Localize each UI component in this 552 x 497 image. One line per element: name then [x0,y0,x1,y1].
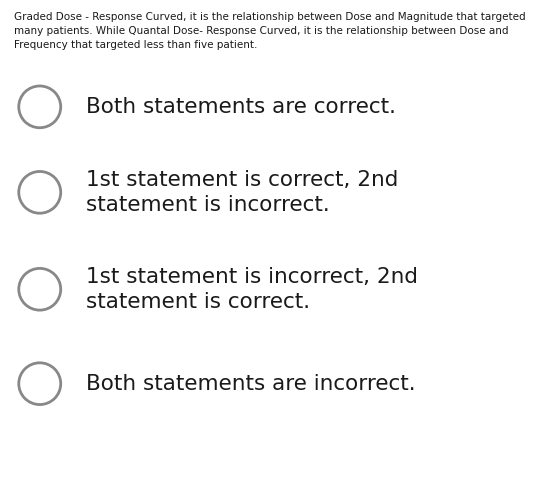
Text: 1st statement is incorrect, 2nd
statement is correct.: 1st statement is incorrect, 2nd statemen… [86,267,417,312]
Text: Both statements are correct.: Both statements are correct. [86,97,396,117]
Text: Graded Dose - Response Curved, it is the relationship between Dose and Magnitude: Graded Dose - Response Curved, it is the… [14,12,526,50]
Text: Both statements are incorrect.: Both statements are incorrect. [86,374,415,394]
Text: 1st statement is correct, 2nd
statement is incorrect.: 1st statement is correct, 2nd statement … [86,170,398,215]
